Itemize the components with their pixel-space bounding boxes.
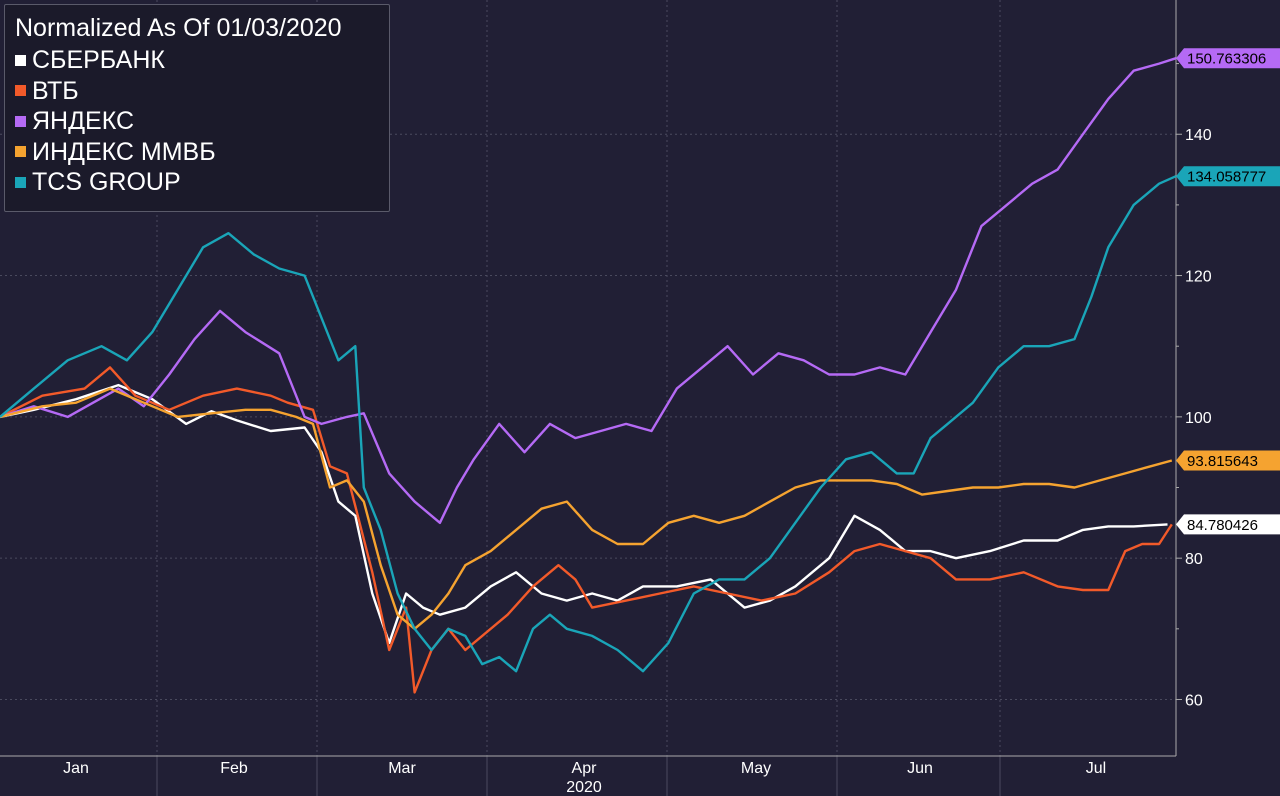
end-label-box xyxy=(1176,514,1280,535)
y-tick-label: 80 xyxy=(1185,551,1203,568)
end-value-label: 84.780426 xyxy=(1187,517,1258,534)
y-tick-label: 100 xyxy=(1185,410,1212,427)
series-lines xyxy=(0,57,1177,694)
legend-swatch xyxy=(15,176,26,188)
series-line-0 xyxy=(0,383,1168,645)
legend-label: ИНДЕКС ММВБ xyxy=(32,137,216,166)
end-label-box xyxy=(1176,166,1280,187)
y-axis: 60 80 100 120 140 xyxy=(1175,0,1212,756)
legend-item-tcs-group: TCS GROUP xyxy=(15,167,379,198)
x-tick-label: Jan xyxy=(63,760,89,777)
legend-label: ЯНДЕКС xyxy=(32,107,135,135)
end-value-label: 150.763306 xyxy=(1187,51,1266,68)
legend-swatch xyxy=(15,146,26,158)
x-tick-label: Apr xyxy=(572,760,598,777)
legend-item-sberbank: СБЕРБАНК xyxy=(15,45,379,76)
legend: Normalized As Of 01/03/2020 СБЕРБАНК ВТБ… xyxy=(4,4,390,212)
legend-swatch xyxy=(15,115,26,127)
y-tick-label: 60 xyxy=(1185,692,1203,709)
series-line-1 xyxy=(0,366,1173,694)
legend-item-moex-index: ИНДЕКС ММВБ xyxy=(15,137,379,168)
x-axis: Jan Feb Mar Apr May Jun Jul 2020 xyxy=(0,755,1176,796)
y-tick-label: 120 xyxy=(1185,269,1212,286)
end-label-box xyxy=(1176,48,1280,69)
legend-item-vtb: ВТБ xyxy=(15,76,379,107)
legend-label: СБЕРБАНК xyxy=(32,46,165,74)
x-tick-label: Jun xyxy=(907,760,933,777)
x-year-label: 2020 xyxy=(566,779,602,796)
series-line-4 xyxy=(0,175,1177,673)
x-tick-label: May xyxy=(741,760,771,777)
series-line-2 xyxy=(0,57,1177,524)
y-tick-label: 140 xyxy=(1185,127,1212,144)
x-tick-label: Feb xyxy=(220,760,248,777)
end-value-labels: 84.780426 150.763306 93.815643 134.058777 xyxy=(1176,48,1280,535)
end-value-label: 134.058777 xyxy=(1187,169,1266,186)
chart-title: Normalized As Of 01/03/2020 xyxy=(15,14,342,42)
legend-label: ВТБ xyxy=(32,76,79,105)
grid-lines xyxy=(0,0,1176,756)
series-line-3 xyxy=(0,387,1173,630)
x-tick-label: Mar xyxy=(388,760,416,777)
legend-swatch xyxy=(15,54,26,66)
legend-label: TCS GROUP xyxy=(32,168,181,196)
legend-swatch xyxy=(15,85,26,97)
end-value-label: 93.815643 xyxy=(1187,453,1258,470)
legend-item-yandex: ЯНДЕКС xyxy=(15,106,379,137)
x-tick-label: Jul xyxy=(1086,760,1106,777)
end-label-box xyxy=(1176,450,1280,471)
